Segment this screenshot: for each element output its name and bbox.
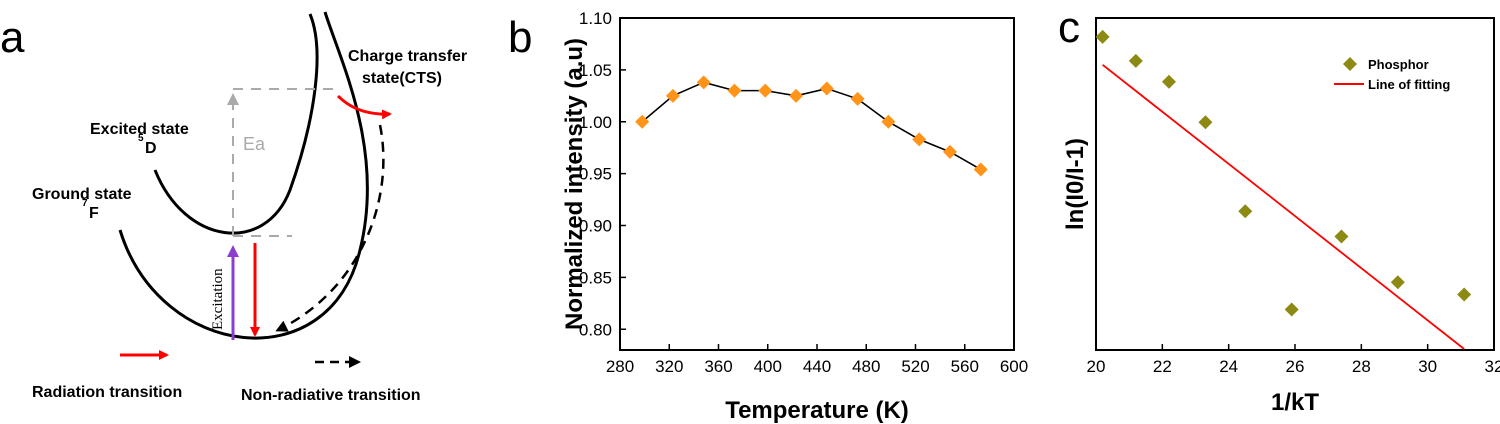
fit-line <box>1102 64 1465 350</box>
panel-a-diagram: a Ea Excitation Excited state 5 D Ground… <box>0 11 467 404</box>
y-tick-label-b: 0.85 <box>579 268 612 287</box>
data-point-b <box>696 75 711 90</box>
y-axis-label-b: Normalized intensity (a.u) <box>561 38 588 330</box>
x-tick-label-c: 32 <box>1485 357 1500 376</box>
cts-label-line2: state(CTS) <box>362 70 442 87</box>
ground-state-curve <box>118 11 369 340</box>
x-tick-label-b: 600 <box>1000 357 1028 376</box>
y-tick-label-b: 0.95 <box>579 165 612 184</box>
panel-b-chart: b 280 320 360 400 440 480 520 560 600 0.80 0.85 0.9… <box>508 9 1028 424</box>
data-point-b <box>758 83 773 98</box>
series-line-b-path <box>641 81 982 171</box>
panel-label-c: c <box>1058 3 1080 52</box>
legend-nonradiative-label: Non-radiative transition <box>241 387 421 404</box>
data-point-c <box>1284 302 1299 317</box>
series-points-b <box>635 75 988 177</box>
data-point-b <box>881 114 896 129</box>
x-axis-label-b: Temperature (K) <box>725 397 909 424</box>
data-point-c <box>1238 204 1253 219</box>
x-tick-label-b: 400 <box>754 357 782 376</box>
y-tick-label-b: 0.90 <box>579 217 612 236</box>
legend-phosphor-label: Phosphor <box>1368 57 1429 72</box>
data-point-b <box>973 162 988 177</box>
x-tick-label-b: 440 <box>803 357 831 376</box>
excited-state-curve <box>153 13 319 235</box>
y-tick-label-b: 1.10 <box>579 9 612 28</box>
data-point-c <box>1457 287 1472 302</box>
x-tick-label-b: 520 <box>901 357 929 376</box>
legend-radiation-label: Radiation transition <box>32 384 182 401</box>
series-points-c <box>1095 29 1472 317</box>
data-point-b <box>789 88 804 103</box>
data-point-b <box>850 91 865 106</box>
data-point-b <box>819 81 834 96</box>
excited-state-superscript: 5 <box>138 133 144 144</box>
x-tick-label-b: 560 <box>951 357 979 376</box>
panel-label-a: a <box>0 13 25 62</box>
excited-state-label: Excited state <box>90 121 189 138</box>
legend-fit-label: Line of fitting <box>1368 77 1450 92</box>
x-tick-label-c: 20 <box>1087 357 1106 376</box>
ground-state-superscript: 7 <box>82 198 88 209</box>
y-axis-label-c: ln(I0/I-1) <box>1062 138 1089 230</box>
series-line-b <box>641 81 982 171</box>
cts-label-line1: Charge transfer <box>348 48 467 65</box>
plot-frame-c <box>1095 17 1495 351</box>
data-point-b <box>727 83 742 98</box>
data-point-b <box>665 88 680 103</box>
x-tick-label-c: 24 <box>1219 357 1238 376</box>
y-tick-label-b: 1.00 <box>579 113 612 132</box>
data-point-c <box>1161 74 1176 89</box>
x-tick-label-b: 360 <box>704 357 732 376</box>
ground-state-label: Ground state <box>32 186 132 203</box>
x-axis-label-c: 1/kT <box>1271 389 1319 416</box>
excited-state-term: D <box>145 140 157 157</box>
data-point-b <box>912 132 927 147</box>
y-tick-label-b: 1.05 <box>579 61 612 80</box>
data-point-b <box>635 114 650 129</box>
x-tick-label-c: 26 <box>1286 357 1305 376</box>
data-point-c <box>1095 29 1110 44</box>
fit-line-c <box>1102 64 1465 350</box>
excitation-label: Excitation <box>210 268 226 330</box>
data-point-c <box>1128 53 1143 68</box>
data-point-c <box>1198 115 1213 130</box>
x-tick-label-c: 22 <box>1153 357 1172 376</box>
data-point-c <box>1334 229 1349 244</box>
nonradiative-relaxation-arrow <box>275 124 385 332</box>
data-point-b <box>942 144 957 159</box>
x-tick-label-b: 280 <box>606 357 634 376</box>
x-tick-label-b: 320 <box>655 357 683 376</box>
panel-label-b: b <box>508 13 532 62</box>
legend-phosphor-marker <box>1343 57 1357 71</box>
plot-frame-b <box>619 17 1015 351</box>
ground-state-term: F <box>89 205 99 222</box>
cts-crossover-arrow <box>336 94 392 120</box>
axis-ticks-b: 280 320 360 400 440 480 520 560 600 0.80 0.85 0.90 0… <box>579 9 1028 376</box>
x-tick-label-b: 480 <box>852 357 880 376</box>
y-tick-label-b: 0.80 <box>579 320 612 339</box>
data-point-c <box>1390 275 1405 290</box>
x-tick-label-c: 30 <box>1418 357 1437 376</box>
ea-label: Ea <box>243 134 266 154</box>
panel-c-chart: c 20 22 24 26 28 30 32 Phosphor Line of fittin… <box>1058 3 1500 416</box>
x-tick-label-c: 28 <box>1352 357 1371 376</box>
axis-ticks-c: 20 22 24 26 28 30 32 <box>1087 344 1500 376</box>
